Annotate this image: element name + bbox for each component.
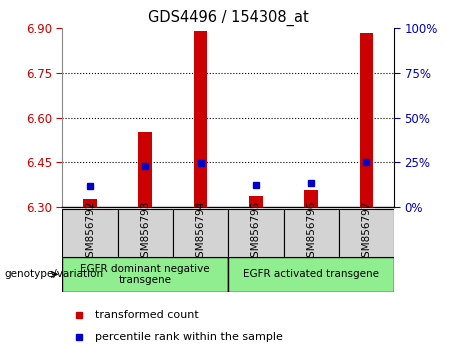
Bar: [284, 209, 339, 257]
Text: GSM856793: GSM856793: [140, 201, 150, 264]
Text: GSM856797: GSM856797: [361, 201, 372, 264]
Text: EGFR dominant negative
transgene: EGFR dominant negative transgene: [80, 263, 210, 285]
Text: EGFR activated transgene: EGFR activated transgene: [243, 269, 379, 279]
Text: GSM856795: GSM856795: [251, 201, 261, 264]
Text: GSM856794: GSM856794: [195, 201, 206, 264]
Title: GDS4496 / 154308_at: GDS4496 / 154308_at: [148, 9, 308, 25]
Bar: [138, 132, 152, 207]
Bar: [62, 257, 228, 292]
Bar: [62, 209, 118, 257]
Bar: [194, 31, 207, 207]
Bar: [83, 199, 97, 207]
Text: genotype/variation: genotype/variation: [5, 269, 104, 279]
Text: percentile rank within the sample: percentile rank within the sample: [95, 332, 284, 342]
Text: GSM856792: GSM856792: [85, 201, 95, 264]
Bar: [228, 257, 394, 292]
Bar: [360, 33, 373, 207]
Text: GSM856796: GSM856796: [306, 201, 316, 264]
Text: transformed count: transformed count: [95, 310, 199, 320]
Bar: [339, 209, 394, 257]
Bar: [249, 196, 263, 207]
Bar: [304, 190, 318, 207]
Bar: [228, 209, 284, 257]
Bar: [173, 209, 228, 257]
Bar: [118, 209, 173, 257]
